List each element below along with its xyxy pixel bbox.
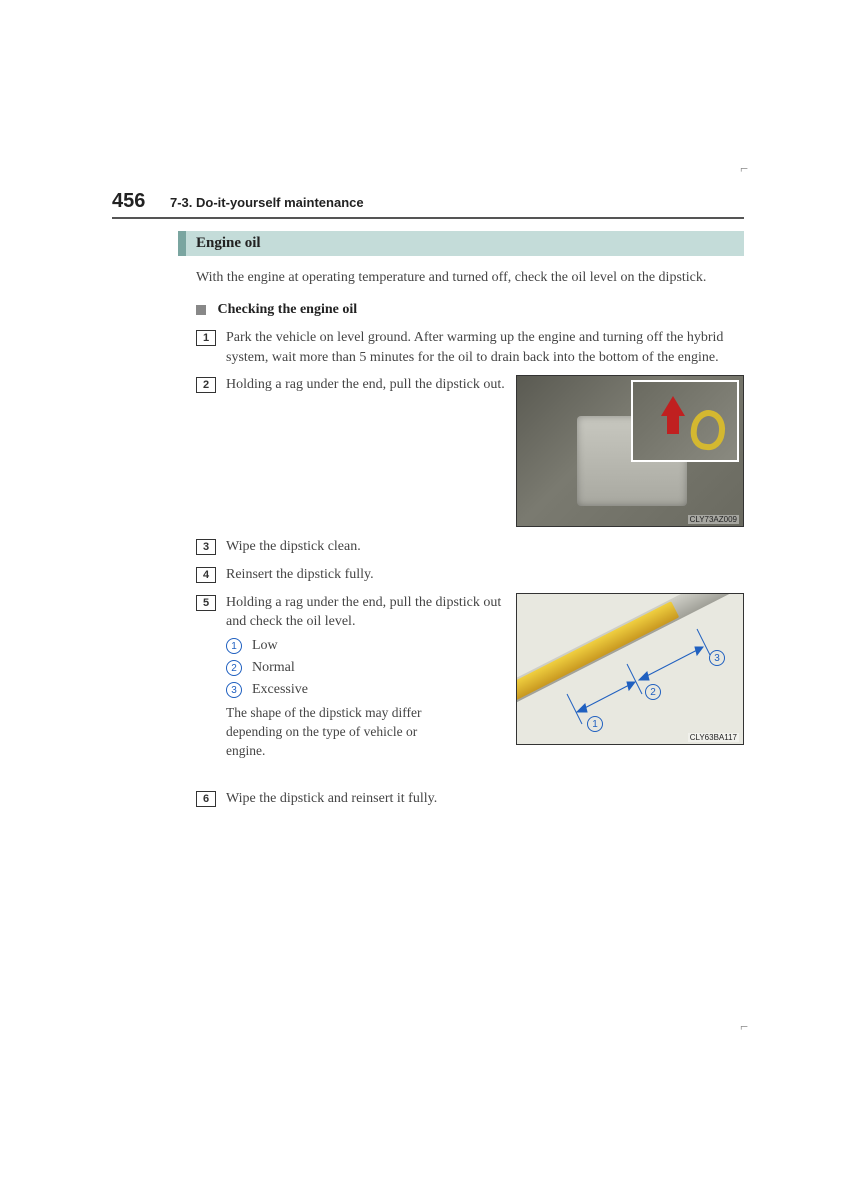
level-low: 1 Low [226,638,506,654]
manual-page: 456 7-3. Do-it-yourself maintenance Engi… [112,190,744,816]
step-text-4: Reinsert the dipstick fully. [226,565,744,585]
level-label-low: Low [252,638,278,654]
figure-code-engine: CLY73AZ009 [688,515,739,524]
crop-mark-br: ⌐ [740,1020,748,1036]
callout-2: 2 [645,684,661,700]
dipstick-loop-icon [688,408,727,452]
engine-inset-detail [631,380,739,462]
level-normal: 2 Normal [226,660,506,676]
callout-3: 3 [709,650,725,666]
level-circle-1: 1 [226,638,242,654]
step-marker-1: 1 [196,330,216,346]
up-arrow-icon [661,396,685,416]
section-title: Engine oil [196,235,261,251]
crop-mark-tr: ⌐ [740,162,748,178]
step-marker-3: 3 [196,539,216,555]
section-title-bar: Engine oil [178,231,744,256]
dimension-overlay [517,594,744,745]
level-circle-3: 3 [226,682,242,698]
subheading: Checking the engine oil [196,302,744,318]
step-6: 6 Wipe the dipstick and reinsert it full… [196,789,744,809]
dipstick-level-figure: 1 2 3 CLY63BA117 [516,593,744,745]
figure-code-dipstick: CLY63BA117 [688,733,739,742]
step-1: 1 Park the vehicle on level ground. Afte… [196,328,744,367]
page-header: 456 7-3. Do-it-yourself maintenance [112,190,744,219]
up-arrow-stem [667,414,679,434]
step-5-row: 5 Holding a rag under the end, pull the … [196,593,744,779]
chapter-title: 7-3. Do-it-yourself maintenance [170,195,364,210]
engine-compartment-figure: CLY73AZ009 [516,375,744,527]
step-4: 4 Reinsert the dipstick fully. [196,565,744,585]
callout-1: 1 [587,716,603,732]
step-text-2: Holding a rag under the end, pull the di… [226,375,506,395]
subheading-text: Checking the engine oil [218,302,358,317]
step-text-1: Park the vehicle on level ground. After … [226,328,744,367]
step-2-row: 2 Holding a rag under the end, pull the … [196,375,744,527]
step-text-3: Wipe the dipstick clean. [226,537,744,557]
step-marker-2: 2 [196,377,216,393]
step-marker-4: 4 [196,567,216,583]
dipstick-note: The shape of the dipstick may differ dep… [226,704,436,761]
level-circle-2: 2 [226,660,242,676]
level-label-normal: Normal [252,660,295,676]
intro-paragraph: With the engine at operating temperature… [196,268,744,288]
step-marker-6: 6 [196,791,216,807]
step-text-5: Holding a rag under the end, pull the di… [226,593,506,632]
level-excessive: 3 Excessive [226,682,506,698]
step-3: 3 Wipe the dipstick clean. [196,537,744,557]
step-text-6: Wipe the dipstick and reinsert it fully. [226,789,744,809]
step-marker-5: 5 [196,595,216,611]
page-number: 456 [112,190,170,213]
square-bullet-icon [196,305,206,315]
level-label-excessive: Excessive [252,682,308,698]
